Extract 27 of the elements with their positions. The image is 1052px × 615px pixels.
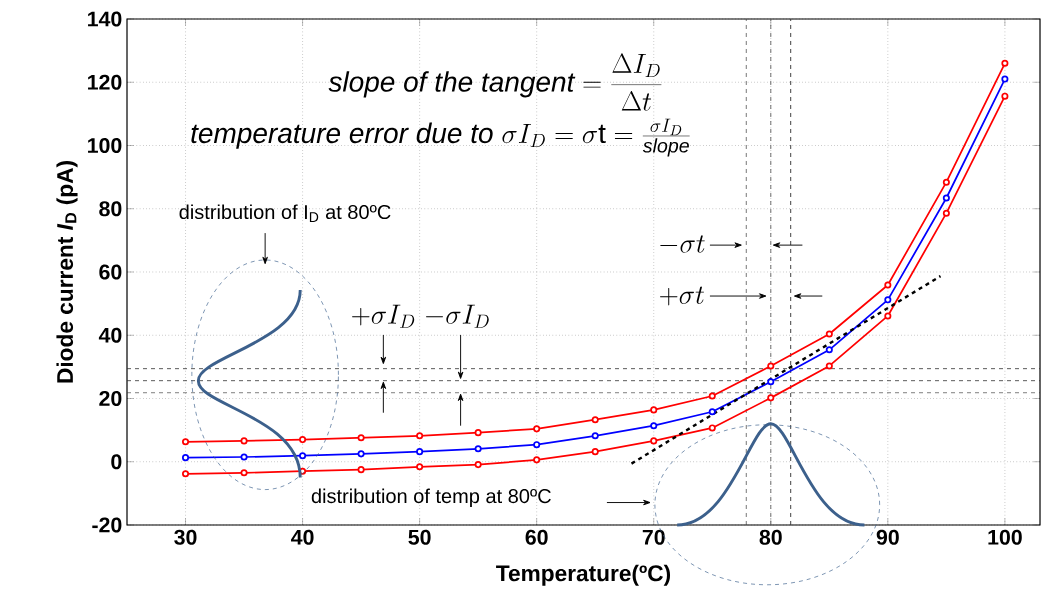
y-tick-label: 140 (88, 11, 122, 27)
annotation: $-\sigma I_D$ (426, 304, 489, 328)
y-tick-label: 120 (88, 74, 122, 90)
x-tick-label: 80 (759, 529, 782, 545)
y-tick-label: -20 (92, 517, 122, 533)
annotation: $+\sigma t$ (660, 286, 704, 306)
x-axis-title: Temperature(ºC) (496, 564, 671, 586)
y-tick-label: 60 (99, 264, 122, 280)
x-tick-label: 60 (525, 529, 548, 545)
y-tick-label: 0 (111, 454, 122, 470)
x-tick-label: 30 (174, 529, 197, 545)
y-tick-label: 80 (99, 201, 122, 217)
x-tick-label: 100 (988, 529, 1022, 545)
annotation: distribution of I$_{D}$ at 80ºC (179, 204, 391, 222)
annotation: $+\sigma I_D$ (352, 304, 415, 328)
annotation: $\mathit{temperature\ error\ due\ to\ }\sigma I_D = \sigma\mathrm{t} = \frac{\sigma I_D}{\mathit{slope}}$ (191, 118, 690, 157)
annotation: distribution of temp at 80ºC (311, 488, 551, 508)
annotation: $-\sigma t$ (660, 235, 705, 253)
x-tick-label: 90 (876, 529, 899, 545)
y-axis-title: Diode current I$_{D}$ (pA) (56, 161, 78, 383)
x-tick-label: 40 (291, 529, 314, 545)
y-tick-label: 40 (98, 327, 122, 343)
x-tick-label: 50 (408, 529, 431, 545)
annotation: $\mathit{slope\ of\ the\ tangent} = \frac{\Delta I_D}{\Delta t}$ (328, 53, 662, 111)
x-tick-label: 70 (642, 529, 665, 545)
y-tick-label: 20 (99, 390, 122, 407)
y-tick-label: 100 (88, 137, 122, 154)
